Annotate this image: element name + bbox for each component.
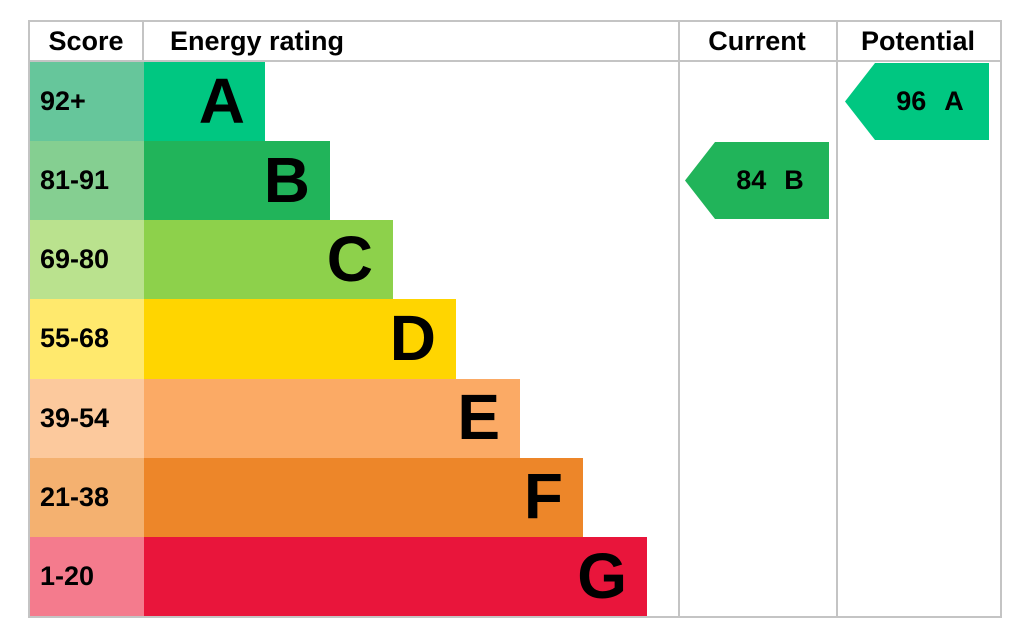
rating-bar-a: A — [144, 62, 265, 142]
band-row-a: 92+ A — [30, 62, 1000, 142]
rating-bar-f: F — [144, 457, 583, 537]
rating-bands: 92+ A 81-91 B 69-80 C 55-68 D 39-54 — [30, 62, 1000, 616]
band-letter-d: D — [389, 302, 436, 375]
band-row-f: 21-38 F — [30, 457, 1000, 537]
rating-bar-e: E — [144, 378, 520, 458]
score-range-e: 39-54 — [30, 378, 144, 458]
band-row-b: 81-91 B — [30, 141, 1000, 221]
header-row: Score Energy rating Current Potential — [30, 22, 1000, 60]
band-letter-b: B — [263, 143, 310, 216]
current-rating-arrow: 84 B — [685, 142, 829, 219]
potential-rating-letter: A — [944, 86, 964, 116]
rating-bar-c: C — [144, 220, 393, 300]
score-range-d: 55-68 — [30, 299, 144, 379]
header-potential: Potential — [860, 26, 975, 56]
current-score-value: 84 — [736, 165, 767, 195]
band-letter-a: A — [198, 64, 245, 137]
rating-bar-b: B — [144, 141, 330, 221]
band-row-d: 55-68 D — [30, 299, 1000, 379]
header-divider — [30, 60, 1000, 62]
score-range-c: 69-80 — [30, 220, 144, 300]
band-row-e: 39-54 E — [30, 378, 1000, 458]
score-range-g: 1-20 — [30, 536, 144, 616]
potential-rating-arrow: 96 A — [845, 63, 989, 140]
score-range-a: 92+ — [30, 62, 144, 142]
header-current: Current — [708, 26, 806, 56]
band-letter-e: E — [457, 381, 500, 454]
header-score: Score — [30, 22, 144, 60]
score-range-f: 21-38 — [30, 457, 144, 537]
epc-rating-chart: Score Energy rating Current Potential 92… — [28, 20, 1002, 618]
score-range-b: 81-91 — [30, 141, 144, 221]
band-letter-c: C — [326, 223, 373, 296]
rating-bar-d: D — [144, 299, 456, 379]
potential-column-divider — [836, 22, 838, 616]
band-letter-f: F — [523, 460, 563, 533]
current-rating-letter: B — [784, 165, 804, 195]
band-letter-g: G — [577, 539, 627, 612]
header-energy-rating: Energy rating — [170, 26, 345, 56]
rating-bar-g: G — [144, 536, 647, 616]
potential-score-value: 96 — [896, 86, 927, 116]
band-row-g: 1-20 G — [30, 536, 1000, 616]
band-row-c: 69-80 C — [30, 220, 1000, 300]
current-column-divider — [678, 22, 680, 616]
